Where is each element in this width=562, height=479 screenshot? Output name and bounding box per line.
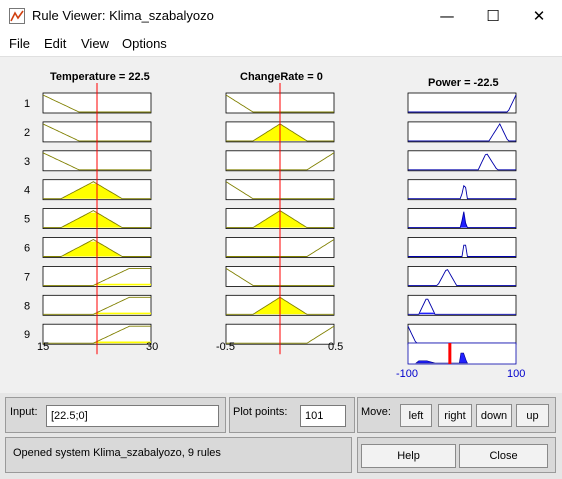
menu-edit[interactable]: Edit [44,36,67,51]
rule-number-label: 7 [24,271,30,283]
power-mf-curve [408,184,516,200]
rule-viewer-area: Temperature = 22.5 ChangeRate = 0 Power … [0,57,562,393]
button-panel: Help Close [357,437,556,473]
close-window-button[interactable]: ✕ [516,0,562,32]
power-rule-axes [407,323,517,345]
power-mf-curve [408,298,516,315]
power-implied-area [408,312,516,315]
move-panel: Move: left right down up [357,397,556,433]
rule-number-label: 5 [24,214,30,226]
help-button[interactable]: Help [361,444,456,468]
power-mf-curve [408,122,516,142]
changerate-title: ChangeRate = 0 [240,71,323,83]
close-button[interactable]: Close [459,444,548,468]
input-label: Input: [10,406,38,418]
temperature-title: Temperature = 22.5 [50,71,150,83]
status-text: Opened system Klima_szabalyozo, 9 rules [13,447,221,459]
power-mf-curve [408,211,516,229]
power-implied-area [408,212,516,228]
power-rule-axes [407,294,517,316]
plot-points-field[interactable] [300,405,346,427]
rule-number-label: 2 [24,127,30,139]
power-rule-axes [407,121,517,143]
move-up-button[interactable]: up [516,404,549,427]
power-mf-curve [408,269,516,286]
power-mf-curve [408,244,516,257]
rule-number-label: 8 [24,300,30,312]
changerate-min-label: -0.5 [216,341,235,353]
power-rule-axes [407,92,517,114]
power-rule-axes [407,237,517,258]
minimize-icon: — [439,7,455,25]
window-title: Rule Viewer: Klima_szabalyozo [32,8,214,23]
plot-points-label: Plot points: [233,406,288,418]
menu-options[interactable]: Options [122,36,167,51]
move-label: Move: [361,406,391,418]
title-bar: Rule Viewer: Klima_szabalyozo — ☐ ✕ [0,0,562,32]
power-mf-curve [408,94,517,113]
rule-number-label: 6 [24,243,30,255]
rule-number-label: 1 [24,98,30,110]
temperature-max-label: 30 [146,341,159,353]
input-field[interactable] [46,405,219,427]
power-max-label: 100 [507,368,526,380]
plot-points-panel: Plot points: [229,397,355,433]
power-rule-axes [407,150,517,172]
menu-bar: File Edit View Options [0,32,562,57]
move-right-button[interactable]: right [438,404,472,427]
power-rule-axes [407,265,517,287]
changerate-max-label: 0.5 [328,341,344,353]
status-panel: Opened system Klima_szabalyozo, 9 rules [5,437,352,473]
power-min-label: -100 [396,368,419,380]
power-rule-axes [407,179,517,201]
power-mf-curve [408,153,516,171]
rule-number-label: 3 [24,156,30,168]
temperature-min-label: 15 [37,341,50,353]
move-left-button[interactable]: left [400,404,432,427]
power-title: Power = -22.5 [428,77,499,89]
rule-number-label: 4 [24,185,30,197]
matlab-app-icon [9,8,25,24]
minimize-button[interactable]: — [424,0,470,32]
rule-plots: 1 2 3 4 5 6 7 8 9 [24,83,517,365]
aggregate-output-area [415,352,468,364]
rule-number-label: 9 [24,329,30,341]
input-panel: Input: [5,397,226,433]
close-icon: ✕ [532,7,546,25]
move-down-button[interactable]: down [476,404,512,427]
menu-view[interactable]: View [81,36,109,51]
maximize-button[interactable]: ☐ [470,0,516,32]
maximize-icon: ☐ [486,7,500,25]
menu-file[interactable]: File [9,36,30,51]
